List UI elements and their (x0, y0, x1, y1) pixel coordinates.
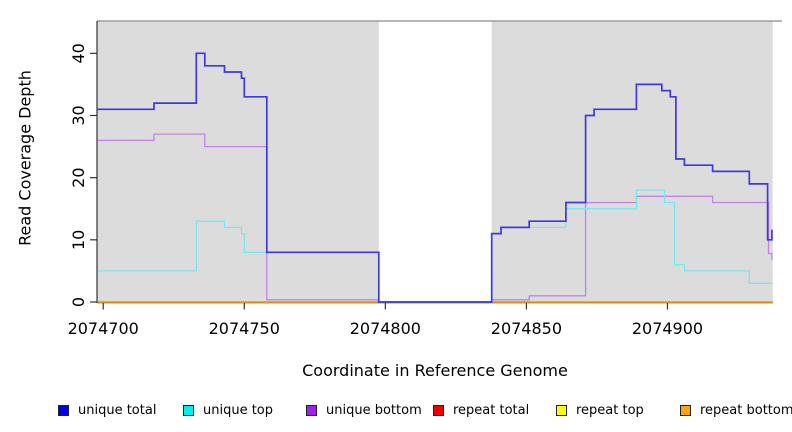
series-unique-total (97, 52, 773, 303)
legend: unique total unique top unique bottom re… (0, 403, 792, 421)
legend-label-unique-bottom: unique bottom (326, 402, 422, 418)
y-tick-label: 0 (69, 297, 88, 307)
y-tick-label: 30 (69, 105, 88, 125)
x-tick-label: 2074800 (350, 319, 421, 338)
legend-swatch-unique-total (58, 404, 69, 416)
legend-label-unique-total: unique total (78, 402, 157, 418)
legend-item-repeat-bottom: repeat bottom (680, 402, 792, 418)
x-tick-label: 2074900 (632, 319, 703, 338)
legend-swatch-repeat-total (433, 404, 444, 416)
legend-swatch-unique-bottom (306, 404, 317, 416)
y-axis-title: Read Coverage Depth (15, 70, 35, 246)
y-tick-label: 20 (69, 167, 88, 187)
y-tick-label: 40 (69, 43, 88, 63)
legend-label-repeat-bottom: repeat bottom (700, 402, 792, 418)
legend-item-repeat-top: repeat top (556, 402, 644, 418)
x-tick-label: 2074850 (491, 319, 562, 338)
mask-region (378, 21, 492, 302)
legend-item-repeat-total: repeat total (433, 402, 530, 418)
legend-label-repeat-total: repeat total (453, 402, 530, 418)
series-unique-bottom (97, 133, 773, 303)
legend-item-unique-bottom: unique bottom (306, 402, 422, 418)
plot-canvas: 2074700 2074750 2074800 2074850 2074900 0 10 20… (68, 20, 782, 338)
legend-swatch-repeat-top (556, 404, 567, 416)
y-tick-label: 10 (69, 230, 88, 250)
legend-item-unique-top: unique top (183, 402, 274, 418)
legend-label-repeat-top: repeat top (576, 402, 644, 418)
x-tick-label: 2074750 (209, 319, 280, 338)
legend-swatch-unique-top (183, 404, 194, 416)
legend-label-unique-top: unique top (203, 402, 274, 418)
legend-swatch-repeat-bottom (680, 404, 691, 416)
legend-item-unique-total: unique total (58, 402, 157, 418)
x-axis-title: Coordinate in Reference Genome (302, 361, 568, 380)
x-tick-label: 2074700 (68, 319, 139, 338)
